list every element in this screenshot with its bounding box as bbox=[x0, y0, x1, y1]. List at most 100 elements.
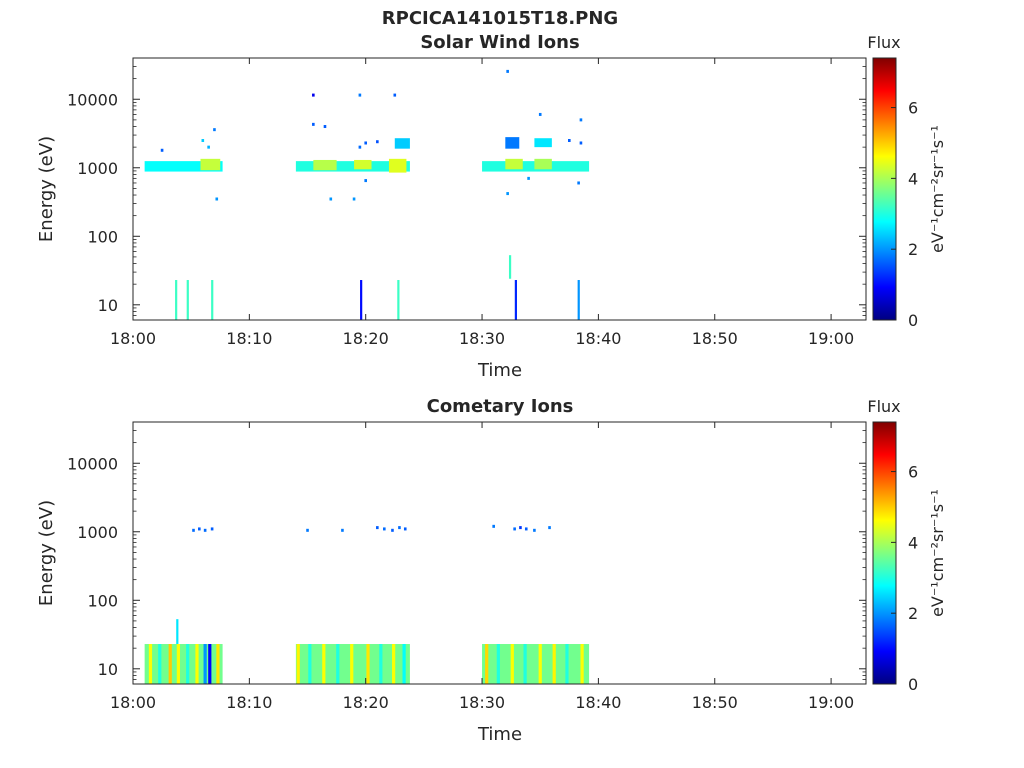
flux-band bbox=[388, 158, 407, 173]
colorbar-tick-label: 6 bbox=[908, 99, 918, 118]
x-tick-label: 19:00 bbox=[808, 329, 854, 348]
flux-point bbox=[323, 125, 327, 129]
x-tick-label: 18:50 bbox=[692, 329, 738, 348]
flux-spike bbox=[186, 280, 189, 320]
flux-band bbox=[313, 159, 337, 171]
flux-stripe bbox=[366, 644, 370, 684]
flux-point bbox=[403, 527, 407, 531]
flux-spike bbox=[175, 280, 178, 320]
flux-band bbox=[354, 159, 372, 170]
y-tick-label: 1000 bbox=[77, 159, 118, 178]
flux-spike bbox=[176, 619, 179, 645]
colorbar-title: Flux bbox=[867, 397, 900, 416]
flux-stripe bbox=[392, 644, 396, 684]
y-tick-label: 10000 bbox=[67, 454, 118, 473]
flux-spike bbox=[397, 280, 400, 320]
flux-band bbox=[394, 138, 410, 149]
cometary-axes-frame bbox=[132, 421, 867, 685]
x-axis-label: Time bbox=[477, 724, 522, 745]
flux-point bbox=[383, 527, 386, 531]
x-tick-label: 18:30 bbox=[459, 693, 505, 712]
y-tick-label: 10 bbox=[98, 296, 118, 315]
flux-band bbox=[505, 158, 523, 170]
solar-wind-panel: Solar Wind Ions 18:00 18:10 18:20 18:30 18:4… bbox=[36, 32, 947, 381]
y-tick-label: 10000 bbox=[67, 90, 118, 109]
flux-stripe bbox=[538, 644, 542, 684]
flux-spike bbox=[514, 280, 517, 320]
x-tick-label: 18:10 bbox=[226, 329, 272, 348]
flux-point bbox=[376, 526, 379, 530]
flux-spike bbox=[508, 255, 512, 279]
flux-spike bbox=[211, 280, 214, 320]
x-tick-label: 18:40 bbox=[575, 329, 621, 348]
flux-point bbox=[579, 141, 583, 145]
flux-point bbox=[492, 524, 495, 528]
y-axis-label: Energy (eV) bbox=[36, 136, 57, 242]
flux-point bbox=[376, 140, 379, 144]
flux-band bbox=[534, 138, 552, 148]
flux-stripe bbox=[322, 644, 326, 684]
panel-title: Cometary Ions bbox=[427, 396, 574, 417]
x-tick-label: 19:00 bbox=[808, 693, 854, 712]
flux-point bbox=[548, 526, 551, 530]
flux-stripe bbox=[402, 644, 406, 684]
flux-point bbox=[341, 528, 344, 532]
flux-band bbox=[534, 158, 552, 170]
flux-point bbox=[306, 528, 309, 532]
solar-wind-plot-area bbox=[144, 69, 590, 320]
flux-point bbox=[198, 527, 201, 531]
colorbar-tick-label: 2 bbox=[908, 604, 918, 623]
flux-stripe bbox=[216, 644, 220, 684]
y-tick-label: 100 bbox=[87, 591, 118, 610]
x-tick-label: 18:20 bbox=[343, 693, 389, 712]
flux-stripe bbox=[523, 644, 527, 684]
flux-band bbox=[295, 161, 410, 172]
flux-point bbox=[160, 148, 164, 152]
colorbar-tick-label: 2 bbox=[908, 240, 918, 259]
x-tick-label: 18:20 bbox=[343, 329, 389, 348]
flux-stripe bbox=[350, 644, 354, 684]
flux-point bbox=[364, 179, 367, 183]
flux-stripe bbox=[485, 644, 489, 684]
flux-spike bbox=[360, 280, 363, 320]
flux-stripe bbox=[379, 644, 383, 684]
flux-stripe bbox=[203, 644, 207, 684]
flux-stripe bbox=[208, 644, 212, 684]
flux-stripe bbox=[158, 644, 162, 684]
flux-point bbox=[352, 197, 356, 201]
panel-title: Solar Wind Ions bbox=[420, 32, 579, 53]
colorbar-tick-label: 4 bbox=[908, 533, 918, 552]
flux-point bbox=[201, 139, 205, 143]
solar-wind-axes-frame bbox=[132, 57, 867, 321]
flux-stripe bbox=[565, 644, 569, 684]
figure-title: RPCICA141015T18.PNG bbox=[382, 8, 618, 29]
x-tick-label: 18:10 bbox=[226, 693, 272, 712]
flux-stripe bbox=[580, 644, 584, 684]
flux-point bbox=[203, 528, 207, 532]
flux-point bbox=[533, 528, 536, 532]
flux-band bbox=[200, 158, 221, 171]
flux-point bbox=[215, 197, 219, 201]
flux-stripe bbox=[195, 644, 199, 684]
colorbar-title: Flux bbox=[867, 33, 900, 52]
colorbar-tick-label: 0 bbox=[908, 675, 918, 694]
flux-point bbox=[192, 528, 195, 532]
flux-point bbox=[358, 145, 362, 149]
x-tick-label: 18:50 bbox=[692, 693, 738, 712]
flux-band bbox=[144, 161, 223, 172]
flux-point bbox=[358, 93, 362, 97]
flux-point bbox=[538, 112, 542, 116]
cometary-plot-area bbox=[144, 524, 590, 684]
colorbar-gradient bbox=[872, 421, 897, 685]
flux-stripe bbox=[336, 644, 340, 684]
cometary-panel: Cometary Ions 18:00 18:10 18:20 18:30 18:40 1… bbox=[36, 396, 947, 745]
x-tick-label: 18:00 bbox=[110, 329, 156, 348]
flux-point bbox=[527, 176, 530, 180]
flux-point bbox=[577, 181, 580, 185]
flux-point bbox=[207, 145, 210, 149]
colorbar-tick-label: 0 bbox=[908, 311, 918, 330]
y-tick-label: 1000 bbox=[77, 523, 118, 542]
flux-band bbox=[505, 137, 520, 149]
flux-stripe bbox=[296, 644, 300, 684]
flux-stripe bbox=[496, 644, 500, 684]
